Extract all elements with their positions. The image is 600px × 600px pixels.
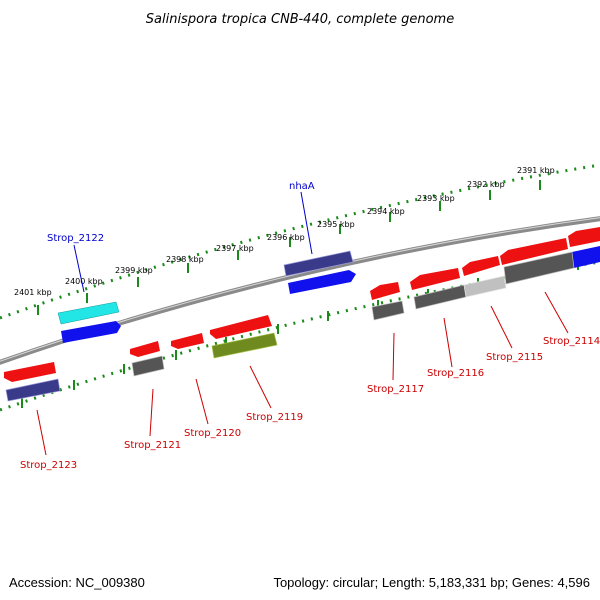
gene-label-strop2115[interactable]: Strop_2115 — [486, 352, 543, 363]
gene-feature-strop2114-cds[interactable] — [503, 251, 575, 285]
gene-feature-strop2117-cds[interactable] — [371, 300, 405, 321]
kbp-label-2400: 2400 kbp — [65, 277, 103, 286]
gene-feature-strop2123-cds[interactable] — [5, 378, 61, 402]
gene-label-nhaA[interactable]: nhaA — [289, 181, 315, 192]
kbp-label-2399: 2399 kbp — [115, 266, 153, 275]
gene-feature-strop2113-cds[interactable] — [572, 246, 600, 268]
forward-strand-genes — [57, 227, 600, 343]
kbp-label-2394: 2394 kbp — [367, 207, 405, 216]
gene-feature-strop2119-cds[interactable] — [211, 332, 278, 359]
kbp-label-2397: 2397 kbp — [216, 244, 254, 253]
gene-feature-strop2113[interactable] — [568, 227, 600, 247]
gene-feature-strop2116[interactable] — [410, 268, 460, 290]
kbp-label-2396: 2396 kbp — [267, 233, 305, 242]
gene-label-strop2119[interactable]: Strop_2119 — [246, 412, 303, 423]
gene-feature-strop2122[interactable] — [57, 301, 120, 325]
gene-feature-strop2114[interactable] — [500, 238, 568, 265]
gene-feature-strop2120[interactable] — [171, 333, 204, 349]
gene-label-strop2121[interactable]: Strop_2121 — [124, 440, 181, 451]
accession-text: Accession: NC_009380 — [9, 575, 145, 590]
topology-text: Topology: circular; Length: 5,183,331 bp… — [273, 575, 590, 590]
gene-feature-strop2115-cds[interactable] — [463, 275, 507, 298]
map-title: Salinispora tropica CNB-440, complete ge… — [146, 12, 454, 27]
reverse-strand-genes — [4, 251, 575, 402]
leader-lines — [36, 191, 569, 456]
gene-feature-strop2115[interactable] — [462, 256, 500, 276]
upper-scale-ruler — [0, 163, 600, 320]
kbp-label-2398: 2398 kbp — [166, 255, 204, 264]
gene-feature-strop2121-cds[interactable] — [131, 355, 165, 377]
gene-label-strop2117[interactable]: Strop_2117 — [367, 384, 424, 395]
kbp-label-2392: 2392 kbp — [467, 180, 505, 189]
kbp-label-2391: 2391 kbp — [517, 166, 555, 175]
gene-feature-strop2119[interactable] — [210, 315, 272, 339]
gene-feature-strop2117[interactable] — [370, 282, 400, 300]
gene-feature-nhaA-cds[interactable] — [288, 270, 356, 294]
gene-label-strop2123[interactable]: Strop_2123 — [20, 460, 77, 471]
gene-label-strop2116[interactable]: Strop_2116 — [427, 368, 484, 379]
kbp-label-2393: 2393 kbp — [417, 194, 455, 203]
gene-feature-strop2123[interactable] — [4, 362, 56, 382]
upper-major-ticks — [37, 180, 541, 315]
kbp-label-2395: 2395 kbp — [317, 220, 355, 229]
gene-label-strop2120[interactable]: Strop_2120 — [184, 428, 241, 439]
kbp-label-2401: 2401 kbp — [14, 288, 52, 297]
gene-label-strop2114[interactable]: Strop_2114 — [543, 336, 600, 347]
gene-feature-strop2122-cds[interactable] — [61, 321, 121, 343]
gene-feature-nhaA[interactable] — [283, 250, 354, 277]
gene-label-strop2122[interactable]: Strop_2122 — [47, 233, 104, 244]
gene-feature-strop2116-cds[interactable] — [413, 284, 467, 310]
gene-feature-strop2121[interactable] — [130, 341, 160, 357]
